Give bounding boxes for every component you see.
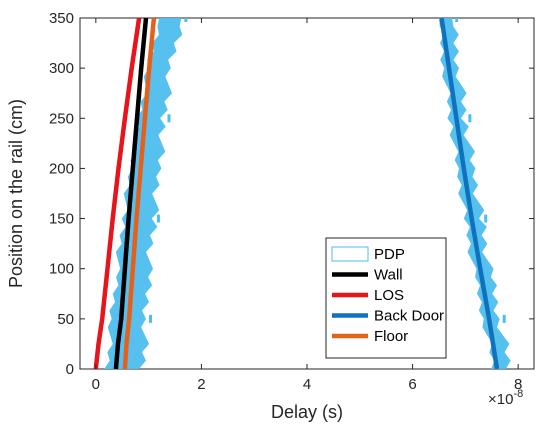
y-tick-label: 200 [49, 160, 74, 177]
x-axis-exponent: ×10-8 [488, 388, 523, 408]
ticks-layer: 0 2 4 6 8 0 50 100 150 200 250 300 350 [49, 10, 534, 393]
legend: PDP Wall LOS Back Door Floor [325, 237, 447, 359]
pdp-fragment [468, 114, 472, 123]
x-axis-label: Delay (s) [271, 402, 343, 422]
pdp-fragment [502, 314, 506, 323]
series-line-los [93, 18, 142, 369]
pdp-fragment [184, 18, 188, 22]
series-line-back-door [439, 18, 500, 369]
pdp-fragment [156, 214, 160, 223]
x-tick-label: 0 [92, 376, 100, 393]
y-tick-label: 350 [49, 10, 74, 27]
legend-swatch-pdp [331, 246, 369, 262]
y-tick-label: 300 [49, 60, 74, 77]
pdp-fragment [148, 314, 152, 323]
pdp-fragment [167, 114, 171, 123]
series-line-wall [113, 18, 149, 369]
x-tick-label: 2 [197, 376, 205, 393]
legend-label: Floor [374, 328, 408, 345]
pdp-region-1 [438, 18, 511, 369]
series-line-floor [122, 18, 157, 369]
y-axis-label: Position on the rail (cm) [6, 99, 26, 288]
y-tick-label: 0 [66, 361, 74, 378]
data-layer [93, 18, 511, 369]
legend-label: PDP [374, 246, 405, 263]
y-tick-label: 250 [49, 110, 74, 127]
pdp-fragment [484, 214, 488, 223]
x-tick-label: 6 [408, 376, 416, 393]
y-tick-label: 150 [49, 211, 74, 228]
legend-label: LOS [374, 287, 404, 304]
legend-label: Wall [374, 267, 403, 284]
x-tick-label: 8 [514, 376, 522, 393]
x-tick-label: 4 [303, 376, 311, 393]
y-tick-label: 50 [57, 311, 74, 328]
y-tick-label: 100 [49, 261, 74, 278]
legend-label: Back Door [374, 308, 444, 325]
pdp-fragment [455, 18, 459, 22]
